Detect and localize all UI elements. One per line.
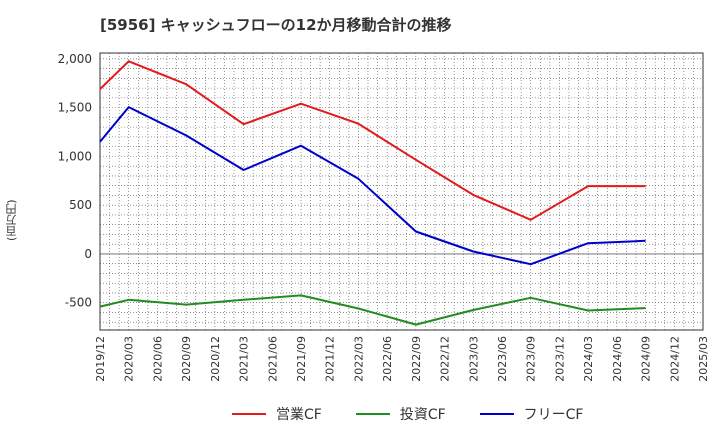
plot-area-frame [99, 52, 704, 331]
x-tick-label: 2023/09 [525, 336, 538, 382]
y-tick-label: 2,000 [58, 52, 92, 66]
y-tick-label: 0 [84, 247, 92, 261]
y-tick-label: -500 [65, 296, 92, 310]
x-tick-label: 2023/12 [553, 336, 566, 382]
x-tick-label: 2022/09 [410, 336, 423, 382]
x-tick-label: 2020/03 [123, 336, 136, 382]
y-tick-label: 500 [69, 198, 92, 212]
x-tick-label: 2023/03 [467, 336, 480, 382]
series-line-investing-cf [99, 294, 646, 326]
x-tick-label: 2022/03 [352, 336, 365, 382]
legend-label-free-cf: フリーCF [523, 407, 584, 423]
series-line-operating-cf [99, 60, 646, 221]
x-tick-label: 2024/03 [582, 336, 595, 382]
x-tick-label: 2024/12 [668, 336, 681, 382]
chart-title: [5956] キャッシュフローの12か月移動合計の推移 [100, 16, 452, 34]
x-tick-label: 2020/06 [151, 336, 164, 382]
legend-swatch-operating-cf [232, 413, 266, 415]
legend: 営業CF 投資CF フリーCF [232, 404, 583, 424]
x-tick-label: 2023/06 [496, 336, 509, 382]
legend-label-operating-cf: 営業CF [276, 407, 322, 423]
legend-item-operating-cf: 営業CF [232, 404, 322, 424]
y-tick-label: 1,500 [58, 101, 92, 115]
x-tick-label: 2022/06 [381, 336, 394, 382]
x-tick-label: 2024/06 [611, 336, 624, 382]
x-tick-label: 2021/12 [324, 336, 337, 382]
legend-item-free-cf: フリーCF [479, 404, 584, 424]
legend-swatch-investing-cf [355, 413, 390, 415]
series-line-free-cf [99, 106, 646, 266]
y-tick-label: 1,000 [58, 149, 92, 163]
legend-item-investing-cf: 投資CF [355, 404, 446, 424]
legend-swatch-free-cf [479, 413, 514, 415]
legend-label-investing-cf: 投資CF [399, 407, 446, 423]
x-tick-label: 2021/09 [295, 336, 308, 382]
x-tick-label: 2020/12 [209, 336, 222, 382]
x-tick-label: 2021/03 [238, 336, 251, 382]
x-tick-label: 2021/06 [266, 336, 279, 382]
x-tick-label: 2025/03 [697, 336, 710, 382]
x-tick-label: 2019/12 [94, 336, 107, 382]
x-tick-label: 2024/09 [640, 336, 653, 382]
x-tick-label: 2022/12 [439, 336, 452, 382]
x-tick-label: 2020/09 [180, 336, 193, 382]
